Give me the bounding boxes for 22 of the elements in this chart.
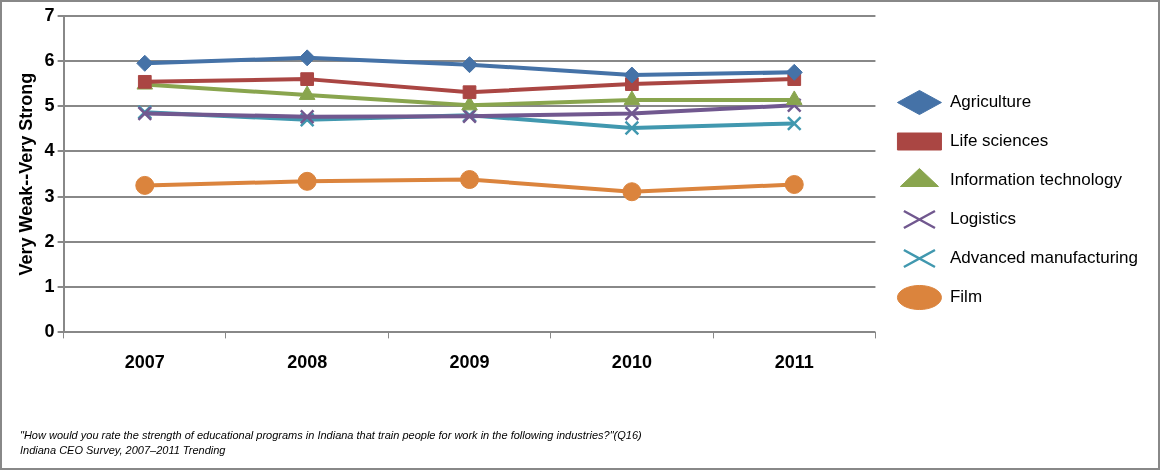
y-tick-label: 3	[44, 185, 55, 206]
y-tick-label: 7	[44, 4, 55, 25]
x-tick-label: 2011	[774, 352, 814, 373]
legend-label: Information technology	[949, 170, 1123, 190]
y-axis-title: Very Weak--Very Strong	[15, 72, 36, 276]
y-tick-label: 4	[44, 140, 55, 161]
y-tick-label: 0	[44, 321, 55, 342]
x-tick-label: 2010	[611, 352, 652, 373]
legend-label: Logistics	[949, 209, 1017, 229]
legend-label: Film	[949, 287, 983, 307]
text: Indiana CEO Survey, 2007–2011 Trending	[20, 444, 227, 456]
x-tick-label: 2007	[124, 352, 165, 373]
x-tick-label: 2008	[287, 352, 328, 373]
legend-label: Advanced manufacturing	[949, 248, 1138, 268]
y-tick-label: 5	[44, 95, 55, 116]
y-tick-label: 2	[44, 230, 55, 251]
text: "How would you rate the strength of educational programs in Indiana that train people for work in the following industries?"(Q16)	[20, 429, 643, 441]
x-tick-label: 2009	[449, 352, 490, 373]
y-tick-label: 1	[44, 276, 55, 297]
y-tick-label: 6	[44, 50, 55, 70]
legend-label: Agriculture	[949, 92, 1032, 112]
legend-label: Life sciences	[949, 131, 1049, 151]
